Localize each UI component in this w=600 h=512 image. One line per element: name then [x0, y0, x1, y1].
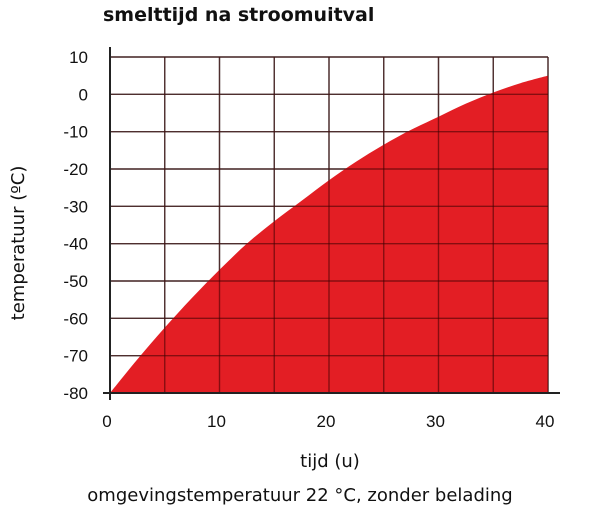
x-tick-label: 10: [207, 412, 226, 431]
chart-caption: omgevingstemperatuur 22 °C, zonder belad…: [87, 485, 513, 506]
y-tick-label: -70: [63, 347, 88, 366]
y-tick-label: -80: [63, 384, 88, 403]
y-tick-label: -30: [63, 197, 88, 216]
x-tick-label: 30: [426, 412, 445, 431]
x-tick-label: 0: [102, 412, 111, 431]
gridlines-over-area: [110, 56, 549, 393]
y-tick-label: -40: [63, 235, 88, 254]
y-tick-label: -60: [63, 309, 88, 328]
x-axis-label: tijd (u): [300, 451, 360, 472]
x-tick-label: 20: [317, 412, 336, 431]
y-tick-label: -10: [63, 123, 88, 142]
x-tick-label: 40: [536, 412, 555, 431]
y-tick-labels: 10 0 -10 -20 -30 -40 -50 -60 -70 -80: [63, 48, 88, 403]
y-tick-label: -50: [63, 272, 88, 291]
x-tick-labels: 0 10 20 30 40: [102, 412, 554, 431]
y-tick-label: 10: [69, 48, 88, 67]
y-axis-label: temperatuur (ºC): [8, 166, 29, 321]
y-tick-label: -20: [63, 160, 88, 179]
y-tick-label: 0: [79, 85, 88, 104]
chart-title: smelttijd na stroomuitval: [103, 4, 375, 26]
